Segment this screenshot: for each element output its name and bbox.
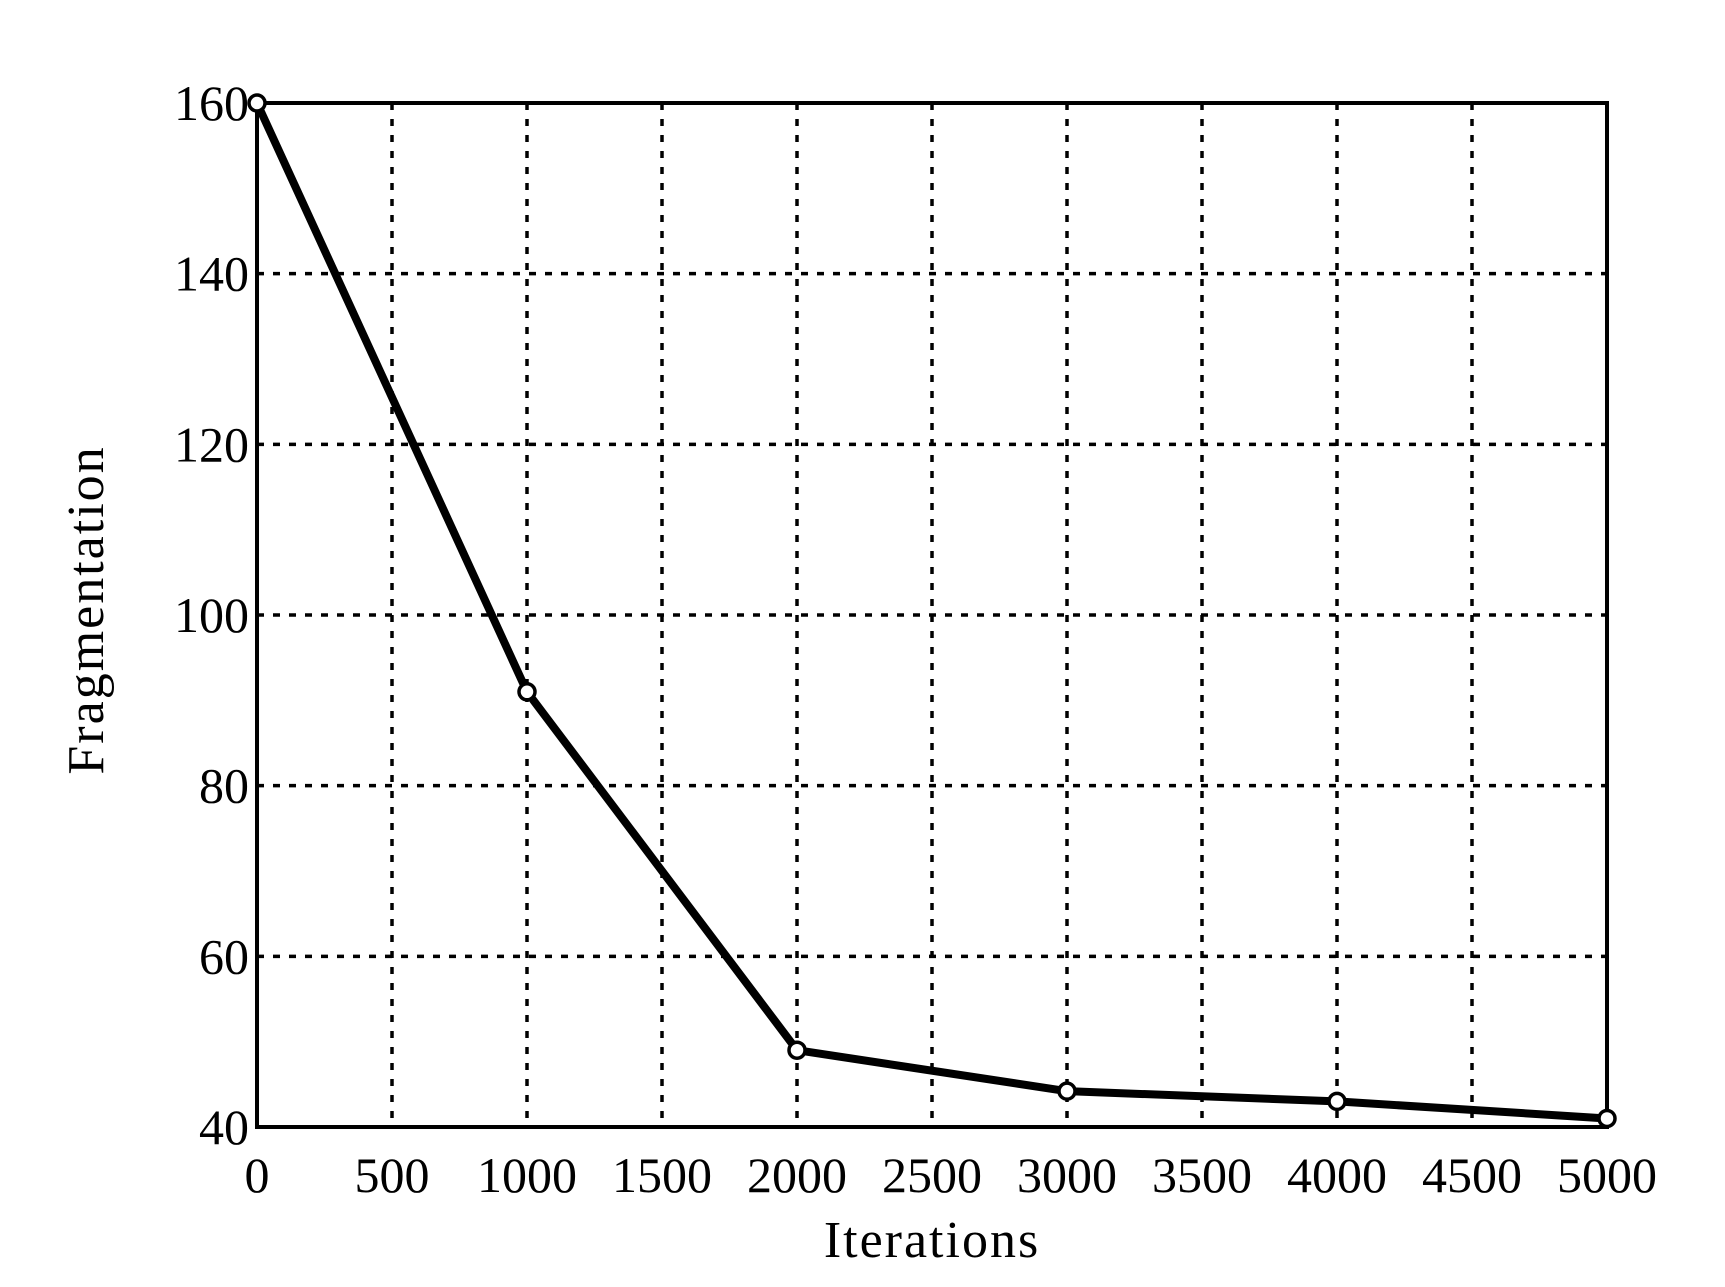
x-tick-labels: 0 500 1000 1500 2000 2500 3000 3500 4000 4500 5000 [245,1147,1658,1203]
x-tick-label: 3000 [1017,1147,1117,1203]
y-tick-label: 120 [174,416,249,472]
y-tick-label: 160 [174,75,249,131]
x-tick-label: 5000 [1557,1147,1657,1203]
y-tick-label: 40 [199,1099,249,1155]
x-tick-label: 1500 [612,1147,712,1203]
x-tick-label: 1000 [477,1147,577,1203]
x-tick-label: 2500 [882,1147,982,1203]
data-point [1597,1108,1617,1129]
y-tick-label: 60 [199,928,249,984]
series-layer [247,93,1617,1129]
x-tick-label: 2000 [747,1147,847,1203]
data-point [517,682,537,702]
x-tick-label: 0 [245,1147,270,1203]
y-tick-labels: 40 60 80 100 120 140 160 [174,75,249,1155]
x-tick-label: 4000 [1287,1147,1387,1203]
x-tick-label: 4500 [1422,1147,1522,1203]
y-tick-label: 100 [174,587,249,643]
data-point [1327,1091,1347,1112]
x-tick-label: 3500 [1152,1147,1252,1203]
y-tick-label: 80 [199,758,249,814]
series-line [253,99,1611,1123]
x-axis-label: Iterations [824,1212,1040,1269]
data-point [1057,1081,1077,1101]
plot-frame [255,101,1609,1129]
grid-lines [257,103,1607,1127]
y-tick-label: 140 [174,246,249,302]
data-point [787,1040,807,1060]
x-tick-label: 500 [355,1147,430,1203]
y-axis-label: Fragmentation [58,445,115,774]
data-point [247,93,267,113]
